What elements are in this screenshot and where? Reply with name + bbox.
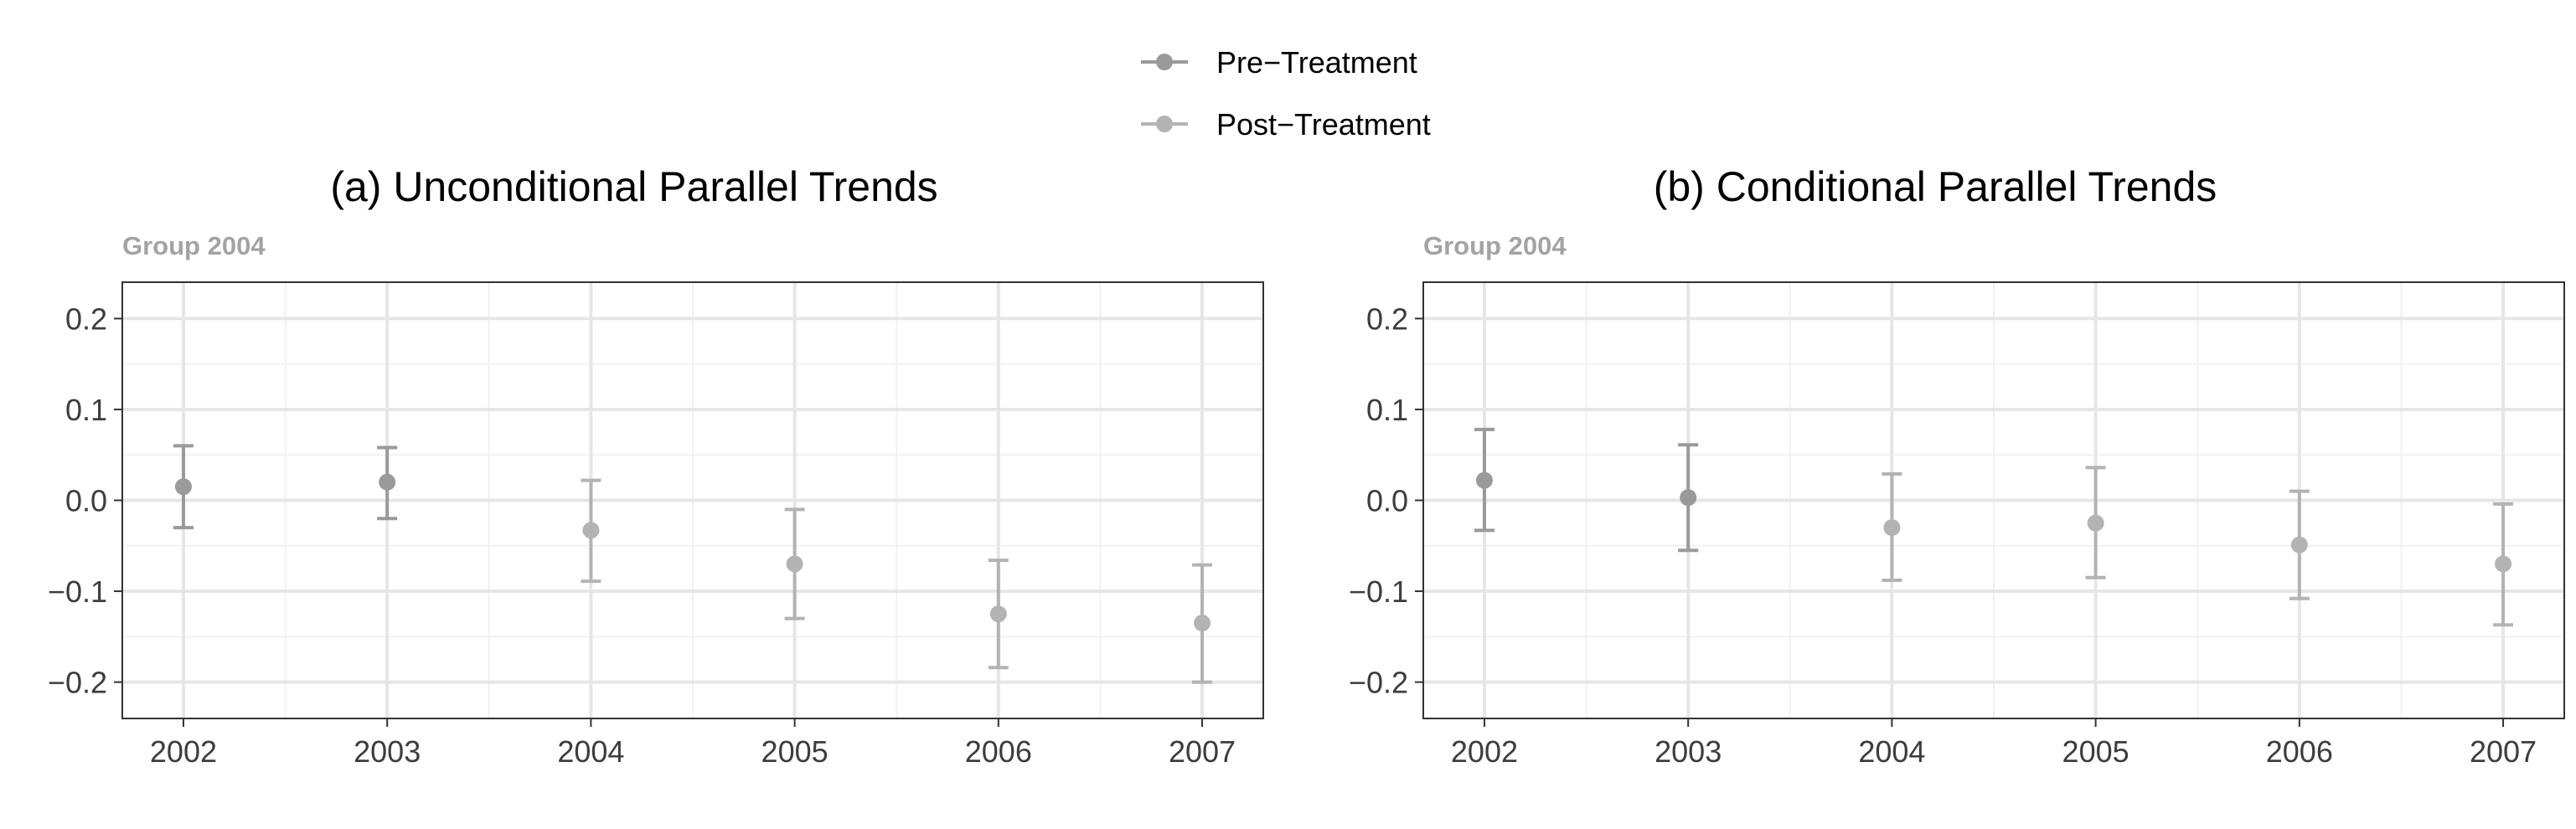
panel-a-title: (a) Unconditional Parallel Trends bbox=[330, 163, 937, 210]
legend-swatch-dot-post bbox=[1156, 116, 1173, 132]
panel-a-y-tick-label: 0.1 bbox=[65, 393, 107, 427]
legend-label-pre: Pre−Treatment bbox=[1216, 45, 1417, 80]
panel-b-point-2004 bbox=[1883, 519, 1901, 537]
panel-b-y-tick-label: 0.0 bbox=[1366, 484, 1408, 518]
panel-b-x-tick-label: 2005 bbox=[2062, 734, 2129, 769]
panel-a-y-tick-label: −0.1 bbox=[48, 574, 107, 609]
panel-a-x-tick-label: 2004 bbox=[557, 734, 624, 769]
panel-b-x-tick-label: 2003 bbox=[1655, 734, 1722, 769]
legend: Pre−Treatment Post−Treatment bbox=[1141, 45, 1431, 142]
panel-b-y-tick-label: −0.2 bbox=[1349, 666, 1408, 700]
panel-a-point-2006 bbox=[989, 605, 1007, 623]
panel-b-x-tick-label: 2007 bbox=[2470, 734, 2537, 769]
panel-a-x-tick-label: 2007 bbox=[1169, 734, 1236, 769]
panel-b-point-2002 bbox=[1475, 471, 1493, 489]
panel-a-subtitle: Group 2004 bbox=[122, 231, 266, 260]
panel-b: (b) Conditional Parallel Trends Group 20… bbox=[1349, 163, 2565, 769]
legend-item-post-treatment: Post−Treatment bbox=[1141, 107, 1431, 142]
panel-a: (a) Unconditional Parallel Trends Group … bbox=[48, 163, 1264, 769]
panel-b-title: (b) Conditional Parallel Trends bbox=[1654, 163, 2217, 210]
panel-b-y-tick-label: 0.2 bbox=[1366, 301, 1408, 336]
panel-a-point-2004 bbox=[582, 522, 600, 539]
panel-b-point-2006 bbox=[2290, 536, 2308, 554]
panel-b-point-2007 bbox=[2495, 555, 2512, 573]
panel-a-point-2003 bbox=[379, 473, 396, 491]
panel-a-point-2007 bbox=[1194, 615, 1211, 632]
panel-b-subtitle: Group 2004 bbox=[1423, 231, 1567, 260]
panel-a-point-2002 bbox=[174, 478, 192, 496]
legend-label-post: Post−Treatment bbox=[1216, 107, 1431, 142]
panel-a-y-tick-label: 0.2 bbox=[65, 301, 107, 336]
panel-b-point-2005 bbox=[2087, 514, 2104, 532]
panel-b-y-tick-label: 0.1 bbox=[1366, 393, 1408, 427]
panel-a-x-tick-label: 2006 bbox=[965, 734, 1032, 769]
panel-b-y-tick-label: −0.1 bbox=[1349, 574, 1408, 609]
panel-a-x-tick-label: 2003 bbox=[354, 734, 421, 769]
panel-b-point-2003 bbox=[1680, 489, 1697, 507]
legend-item-pre-treatment: Pre−Treatment bbox=[1141, 45, 1417, 80]
panel-a-point-2005 bbox=[786, 555, 803, 573]
panel-b-x-tick-label: 2006 bbox=[2266, 734, 2333, 769]
panel-b-x-tick-label: 2004 bbox=[1858, 734, 1925, 769]
panel-a-x-tick-label: 2005 bbox=[761, 734, 829, 769]
panel-a-x-tick-label: 2002 bbox=[150, 734, 217, 769]
legend-swatch-dot-pre bbox=[1156, 54, 1173, 70]
panel-b-x-tick-label: 2002 bbox=[1451, 734, 1518, 769]
panel-a-plot: 0.2 0.1 0.0 −0.1 −0.2 2002 2003 2004 2005 2006 200… bbox=[48, 281, 1264, 769]
panel-b-plot: 0.2 0.1 0.0 −0.1 −0.2 2002 2003 2004 2005 2006 200… bbox=[1349, 281, 2565, 769]
panel-a-y-tick-label: −0.2 bbox=[48, 666, 107, 700]
panel-a-y-tick-label: 0.0 bbox=[65, 484, 107, 518]
